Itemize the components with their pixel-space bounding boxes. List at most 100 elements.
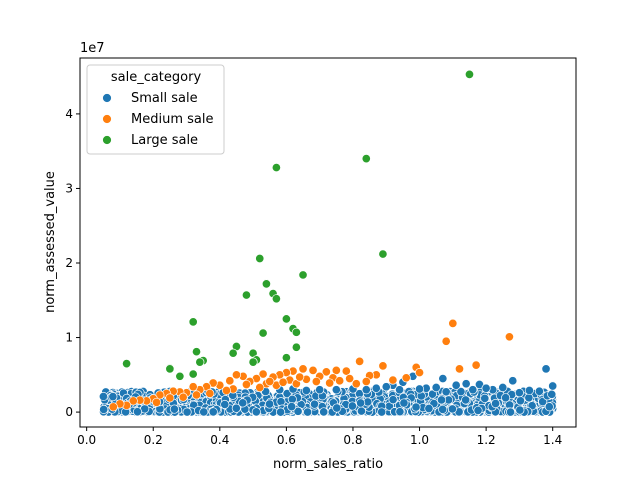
point-medium-sale — [295, 372, 305, 382]
point-medium-sale — [361, 376, 371, 387]
point-medium-sale — [188, 382, 198, 392]
point-medium-sale — [321, 367, 331, 377]
y-axis: 0 1 2 3 4 — [65, 107, 80, 419]
point-small-sale — [371, 383, 381, 393]
point-medium-sale — [414, 368, 425, 378]
point-small-sale — [491, 398, 501, 409]
legend-title: sale_category — [111, 70, 202, 85]
point-small-sale — [501, 393, 511, 403]
point-medium-sale — [241, 379, 251, 390]
point-small-sale — [319, 407, 329, 417]
point-large-sale — [228, 348, 238, 358]
point-small-sale — [332, 403, 342, 413]
point-medium-sale — [108, 402, 118, 412]
point-small-sale — [481, 383, 491, 393]
x-tick-label: 1.4 — [543, 433, 562, 447]
point-small-sale — [424, 403, 434, 414]
point-large-sale — [258, 328, 268, 338]
point-small-sale — [524, 385, 534, 396]
point-medium-sale — [298, 364, 308, 374]
x-tick-label: 0.4 — [210, 433, 229, 447]
point-medium-sale — [388, 375, 398, 385]
point-medium-sale — [454, 364, 465, 374]
point-large-sale — [188, 317, 198, 327]
point-small-sale — [473, 405, 483, 415]
point-large-sale — [188, 369, 198, 379]
x-tick-label: 0.2 — [144, 433, 163, 447]
point-small-sale — [293, 406, 303, 416]
point-medium-sale — [221, 385, 232, 396]
point-large-sale — [261, 279, 271, 289]
point-large-sale — [271, 163, 281, 173]
point-small-sale — [436, 395, 447, 405]
point-small-sale — [315, 385, 325, 395]
point-medium-sale — [471, 360, 481, 370]
point-large-sale — [122, 359, 132, 369]
point-medium-sale — [178, 392, 188, 402]
point-large-sale — [175, 371, 185, 381]
point-small-sale — [515, 405, 525, 415]
point-medium-sale — [341, 366, 351, 376]
point-large-sale — [195, 357, 205, 367]
point-large-sale — [291, 327, 301, 337]
point-small-sale — [438, 404, 448, 414]
point-large-sale — [271, 294, 281, 304]
point-small-sale — [547, 389, 557, 399]
point-small-sale — [534, 386, 544, 396]
point-small-sale — [98, 391, 108, 402]
point-small-sale — [447, 404, 457, 414]
point-small-sale — [356, 398, 366, 408]
x-axis: 0.0 0.2 0.4 0.6 0.8 1.0 1.2 1.4 — [77, 427, 562, 447]
point-large-sale — [248, 357, 258, 367]
point-medium-sale — [441, 336, 451, 346]
point-medium-sale — [401, 373, 411, 383]
point-medium-sale — [448, 318, 458, 328]
point-small-sale — [508, 376, 518, 386]
plot-frame — [79, 57, 577, 428]
point-small-sale — [395, 385, 405, 395]
point-small-sale — [303, 407, 313, 417]
point-large-sale — [298, 270, 308, 280]
point-small-sale — [251, 407, 261, 417]
point-small-sale — [411, 402, 421, 412]
point-medium-sale — [128, 396, 138, 406]
point-medium-sale — [311, 376, 321, 387]
point-small-sale — [541, 364, 551, 374]
point-small-sale — [347, 401, 357, 411]
legend-label-small-sale: Small sale — [131, 91, 198, 106]
point-medium-sale — [278, 377, 288, 387]
point-small-sale — [468, 385, 478, 395]
y-offset-label: 1e7 — [80, 41, 105, 56]
point-large-sale — [281, 353, 291, 363]
point-small-sale — [480, 393, 490, 403]
point-medium-sale — [205, 388, 215, 398]
legend-label-medium-sale: Medium sale — [131, 112, 213, 127]
legend-label-large-sale: Large sale — [131, 133, 198, 148]
point-small-sale — [514, 388, 524, 398]
point-medium-sale — [191, 390, 202, 400]
point-medium-sale — [231, 370, 242, 380]
point-small-sale — [498, 382, 508, 393]
point-medium-sale — [225, 376, 235, 386]
point-medium-sale — [335, 376, 345, 386]
point-medium-sale — [265, 376, 275, 387]
x-tick-label: 0.8 — [343, 433, 362, 447]
point-medium-sale — [165, 393, 175, 403]
legend-marker-medium-sale — [102, 114, 112, 124]
x-tick-label: 1.2 — [477, 433, 496, 447]
point-medium-sale — [355, 356, 365, 366]
point-large-sale — [378, 249, 388, 259]
point-medium-sale — [255, 382, 265, 393]
point-large-sale — [291, 342, 301, 352]
point-small-sale — [395, 407, 405, 417]
point-small-sale — [220, 399, 230, 409]
point-small-sale — [388, 395, 398, 405]
y-tick-label: 4 — [65, 107, 73, 121]
legend-marker-small-sale — [102, 93, 112, 103]
point-small-sale — [381, 382, 391, 392]
point-small-sale — [414, 384, 425, 394]
point-small-sale — [231, 403, 241, 413]
point-small-sale — [361, 385, 371, 395]
point-small-sale — [287, 402, 297, 412]
